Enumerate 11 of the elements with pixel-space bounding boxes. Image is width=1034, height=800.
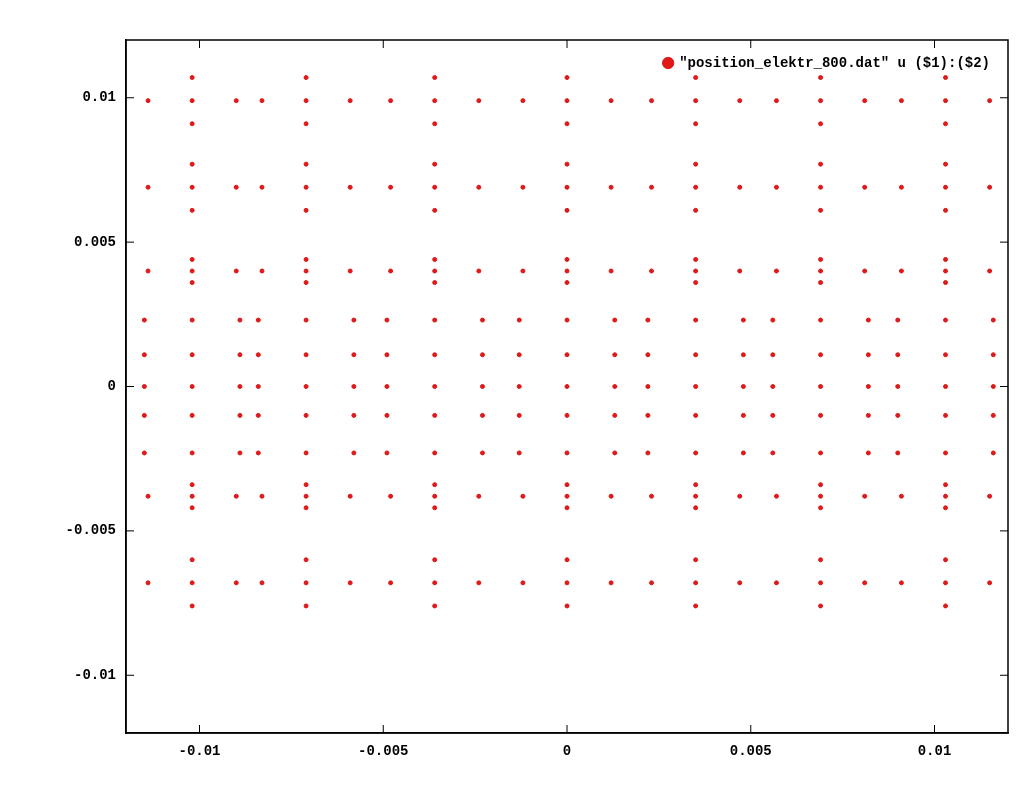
y-tick-label: 0.01 [82,89,116,106]
y-tick-label: 0.005 [73,233,116,250]
x-tick-label: 0.005 [729,742,772,759]
x-tick-label: 0 [562,742,572,759]
x-tick-label: -0.01 [178,742,221,759]
x-tick-label: 0.01 [917,742,952,759]
legend-label: "position_elektr_800.dat" u ($1):($2) [679,54,991,71]
y-tick-label: 0 [107,378,116,395]
y-tick-label: -0.005 [65,522,116,539]
x-tick-label: -0.005 [358,742,409,759]
y-tick-label: -0.01 [73,666,116,683]
